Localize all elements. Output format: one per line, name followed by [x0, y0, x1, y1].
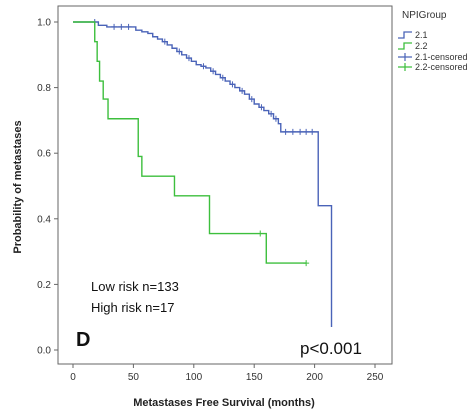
legend-entry-2-2-censored: 2.2-censored — [398, 62, 468, 72]
p-value-annotation: p<0.001 — [300, 339, 362, 358]
x-tick-label: 150 — [246, 372, 263, 383]
y-tick-label: 0.0 — [37, 346, 51, 357]
y-tick-label: 0.2 — [37, 280, 51, 291]
censor-mark-2-2 — [257, 230, 264, 237]
series-layer — [73, 19, 333, 328]
y-tick-label: 0.4 — [37, 214, 51, 225]
legend-plus-2-1 — [398, 53, 412, 61]
censor-mark-2-1 — [282, 128, 289, 135]
legend-swatch-2-1 — [398, 31, 412, 39]
legend-entry-2-2: 2.2 — [398, 41, 428, 51]
censor-mark-2-1 — [125, 23, 132, 30]
censor-mark-2-1 — [268, 110, 275, 117]
series-line-2-1 — [73, 21, 333, 328]
panel-letter: D — [76, 329, 90, 351]
legend-entry-2-1-censored: 2.1-censored — [398, 52, 468, 62]
y-axis-ticks: 0.0 0.2 0.4 0.6 0.8 1.0 — [37, 18, 58, 357]
censor-mark-2-1 — [239, 87, 246, 94]
legend: NPIGroup 2.1 2.2 2.1-censored 2.2-censor… — [398, 10, 468, 72]
censor-mark-2-1 — [118, 23, 125, 30]
censor-mark-2-1 — [185, 55, 192, 62]
censor-mark-2-1 — [297, 128, 304, 135]
x-axis-ticks: 0 50 100 150 200 250 — [70, 364, 384, 383]
x-tick-label: 200 — [306, 372, 323, 383]
series-line-2-2 — [73, 21, 307, 264]
legend-label-2-1: 2.1 — [415, 30, 428, 40]
censor-mark-2-1 — [309, 128, 316, 135]
censor-mark-2-1 — [272, 115, 279, 122]
censor-mark-2-1 — [111, 23, 118, 30]
high-risk-annotation: High risk n=17 — [91, 300, 174, 315]
x-tick-label: 250 — [367, 372, 384, 383]
censor-mark-2-1 — [176, 48, 183, 55]
y-tick-label: 1.0 — [37, 18, 51, 29]
y-tick-label: 0.8 — [37, 83, 51, 94]
x-axis-title: Metastases Free Survival (months) — [133, 397, 315, 409]
low-risk-annotation: Low risk n=133 — [91, 279, 179, 294]
x-tick-label: 50 — [128, 372, 140, 383]
x-tick-label: 100 — [185, 372, 202, 383]
censor-mark-2-1 — [258, 104, 265, 111]
legend-title: NPIGroup — [402, 10, 447, 21]
legend-entry-2-1: 2.1 — [398, 30, 428, 40]
legend-label-2-2: 2.2 — [415, 41, 428, 51]
censor-mark-2-1 — [200, 63, 207, 70]
censor-mark-2-1 — [210, 68, 217, 75]
censor-mark-2-1 — [229, 81, 236, 88]
censor-mark-2-1 — [303, 128, 310, 135]
legend-plus-2-2 — [398, 63, 412, 71]
censor-mark-2-1 — [161, 38, 168, 45]
plot-area — [57, 5, 393, 365]
x-tick-label: 0 — [70, 372, 76, 383]
censor-mark-2-1 — [219, 74, 226, 81]
y-axis-title: Probability of metastases — [12, 120, 24, 253]
legend-label-2-1-censored: 2.1-censored — [415, 52, 468, 62]
y-tick-label: 0.6 — [37, 149, 51, 160]
censor-mark-2-1 — [248, 96, 255, 103]
censor-mark-2-2 — [303, 260, 310, 267]
legend-swatch-2-2 — [398, 42, 412, 50]
legend-label-2-2-censored: 2.2-censored — [415, 62, 468, 72]
censor-mark-2-1 — [289, 128, 296, 135]
